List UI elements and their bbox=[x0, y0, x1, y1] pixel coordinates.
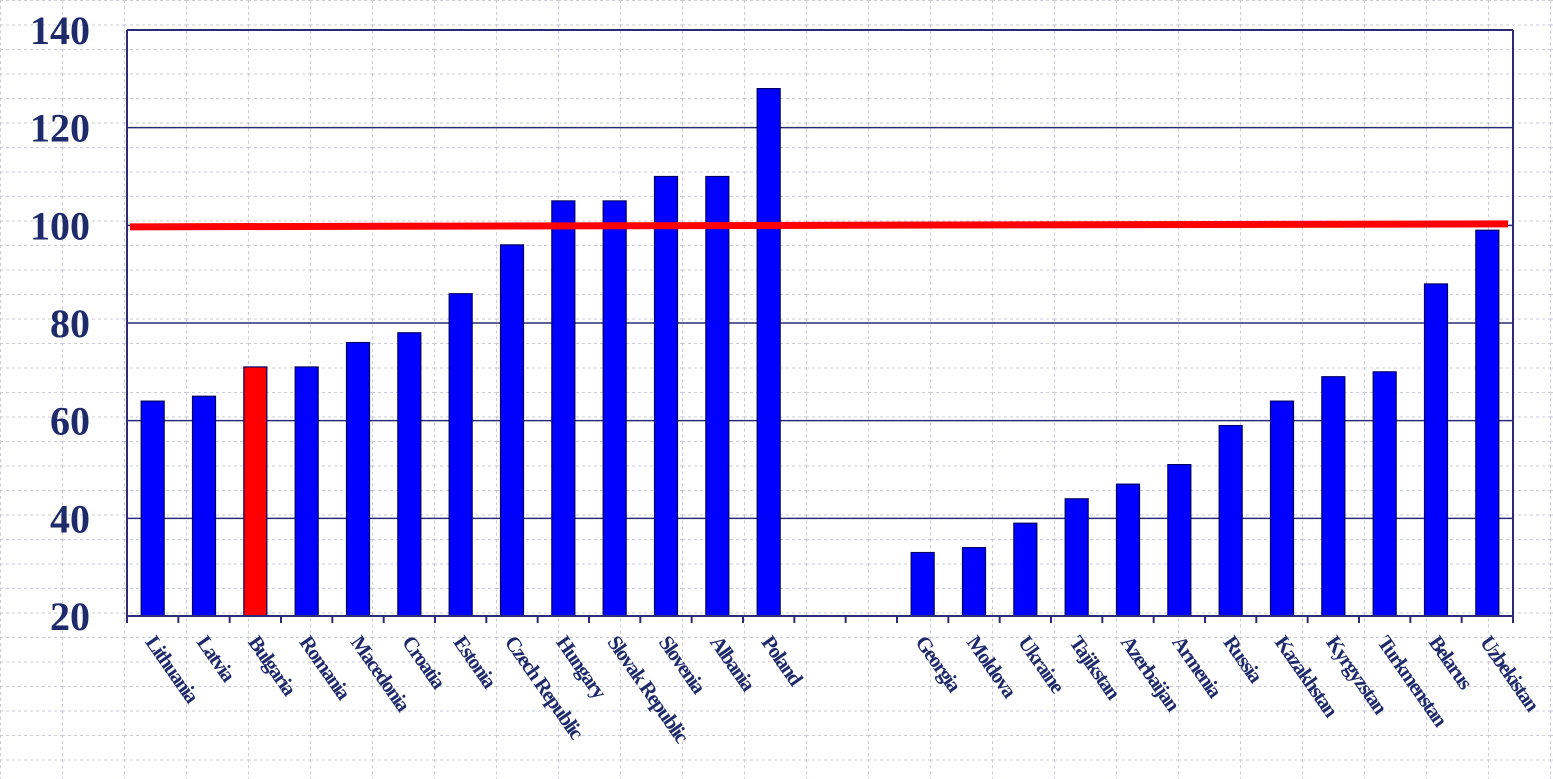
bar-russia bbox=[1218, 424, 1243, 617]
x-tick-label: Albania bbox=[705, 631, 761, 696]
bar-slovak-republic bbox=[602, 200, 627, 617]
x-tick-label: Poland bbox=[757, 631, 809, 691]
x-tick-label: Estonia bbox=[449, 631, 503, 693]
y-tick-labels: 20 40 60 80 100 120 140 bbox=[30, 8, 90, 639]
bars bbox=[140, 87, 1500, 617]
bar-poland bbox=[756, 87, 781, 617]
bar-slovenia bbox=[653, 175, 679, 617]
bar-georgia bbox=[910, 551, 935, 617]
gridlines bbox=[127, 29, 1513, 520]
bar-croatia bbox=[397, 332, 422, 617]
bar-uzbekistan bbox=[1475, 229, 1500, 617]
bar-lithuania bbox=[140, 400, 165, 617]
x-tick-label: Russia bbox=[1219, 631, 1269, 688]
x-tick-label: Croatia bbox=[397, 631, 451, 694]
y-tick-label: 100 bbox=[30, 203, 90, 248]
bar-estonia bbox=[448, 293, 473, 617]
reference-line-group bbox=[129, 220, 1509, 231]
bar-tajikstan bbox=[1064, 498, 1089, 617]
bar-albania bbox=[705, 175, 730, 617]
bar-kyrgyzstan bbox=[1321, 376, 1346, 617]
reference-line bbox=[129, 220, 1509, 231]
x-tick-label: Belarus bbox=[1424, 631, 1478, 694]
y-tick-label: 60 bbox=[50, 399, 90, 444]
x-tick-label: Georgia bbox=[911, 631, 967, 697]
bar-romania bbox=[294, 366, 319, 617]
x-tick-label: Bulgaria bbox=[243, 631, 302, 701]
y-tick-label: 80 bbox=[50, 301, 90, 346]
bar-kazakhstan bbox=[1269, 400, 1295, 617]
x-tick-label: Ukraine bbox=[1013, 631, 1069, 697]
bar-macedonia bbox=[345, 341, 371, 617]
x-tick-label: Tajikstan bbox=[1065, 631, 1126, 704]
bar-turkmenstan bbox=[1372, 371, 1397, 617]
bar-hungary bbox=[551, 200, 576, 617]
y-tick-label: 40 bbox=[50, 496, 90, 541]
axes bbox=[126, 29, 1514, 623]
bar-czech-republic bbox=[499, 244, 525, 617]
bar-azerbaijan bbox=[1115, 483, 1141, 617]
x-tick-label: Romania bbox=[295, 631, 357, 705]
x-tick-label: Latvia bbox=[192, 631, 241, 687]
x-tick-label: Moldova bbox=[962, 631, 1022, 703]
x-tick-label: Uzbekistan bbox=[1475, 631, 1545, 716]
bar-latvia bbox=[191, 395, 217, 617]
bar-bulgaria bbox=[243, 366, 268, 617]
y-tick-label: 20 bbox=[50, 594, 90, 639]
bar-moldova bbox=[961, 547, 987, 617]
bar-ukraine bbox=[1013, 522, 1038, 617]
y-tick-label: 140 bbox=[30, 8, 90, 53]
y-tick-label: 120 bbox=[30, 106, 90, 151]
bar-armenia bbox=[1167, 464, 1192, 617]
bar-belarus bbox=[1423, 283, 1449, 617]
